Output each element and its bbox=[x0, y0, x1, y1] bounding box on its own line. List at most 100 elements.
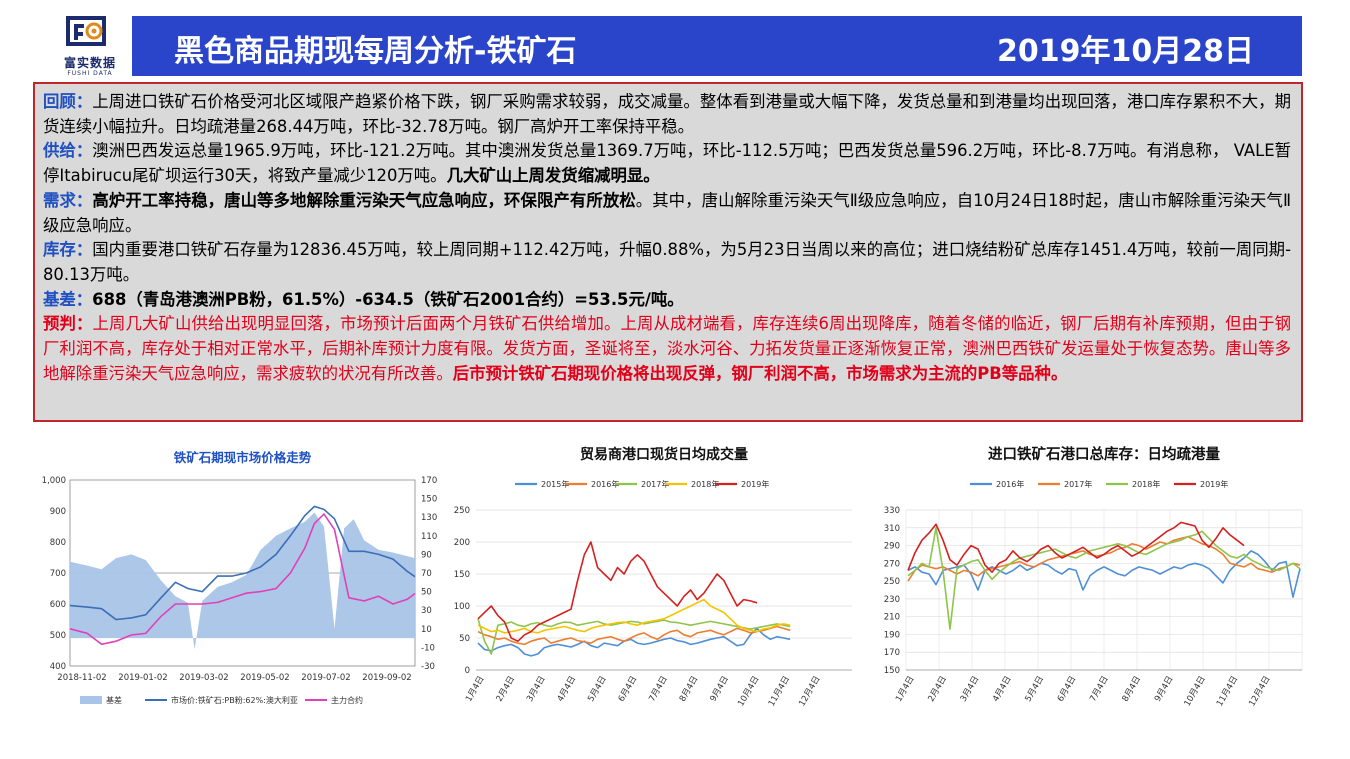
x-axis-tick-label: 8月4日 bbox=[1121, 675, 1144, 704]
y-axis-tick-label: 150 bbox=[884, 666, 900, 676]
supply-highlight: 几大矿山上周发货缩减明显。 bbox=[446, 166, 660, 186]
forecast-label: 预判： bbox=[43, 314, 93, 334]
fushi-logo: 富实数据 FUSHI DATA bbox=[50, 10, 130, 77]
series-line-0 bbox=[477, 627, 791, 657]
chart-title: 贸易商港口现货日均成交量 bbox=[580, 446, 748, 463]
logo-name: 富实数据 bbox=[63, 56, 116, 70]
stock-paragraph: 库存：国内重要港口铁矿石存量为12836.45万吨，较上周同期+112.42万吨… bbox=[43, 238, 1291, 287]
basis-paragraph: 基差：688（青岛港澳洲PB粉，61.5%）-634.5（铁矿石2001合约）=… bbox=[43, 288, 1291, 313]
series-line-2 bbox=[907, 527, 1301, 630]
legend-label: 2017年 bbox=[1064, 479, 1092, 489]
legend-label: 基差 bbox=[106, 695, 122, 705]
left-axis-tick-label: 400 bbox=[50, 662, 66, 672]
right-axis-tick-label: 30 bbox=[421, 606, 432, 616]
legend-label: 市场价:铁矿石:PB粉:62%:澳大利亚 bbox=[171, 695, 298, 705]
x-axis-tick-label: 2018-11-02 bbox=[57, 673, 106, 683]
series-line-0 bbox=[907, 550, 1301, 598]
series-area-basis bbox=[70, 512, 415, 650]
review-label: 回顾： bbox=[43, 92, 93, 111]
x-axis-tick-label: 3月4日 bbox=[525, 675, 548, 704]
right-axis-tick-label: -10 bbox=[421, 643, 435, 653]
demand-highlight: 高炉开工率持稳，唐山等多地解除重污染天气应急响应，环保限产有所放松 bbox=[92, 190, 636, 210]
iron-ore-price-chart: 铁矿石期现市场价格走势 1,000 900 800 700 600 500 400 170 150… bbox=[30, 434, 450, 724]
left-axis-tick-label: 800 bbox=[50, 538, 66, 548]
series-line-2 bbox=[69, 512, 416, 646]
series-line-4 bbox=[477, 541, 758, 642]
y-axis-tick-label: 290 bbox=[884, 542, 900, 552]
series-line-2 bbox=[477, 618, 791, 655]
header-bar: 黑色商品期现每周分析-铁矿石 2019年10月28日 bbox=[132, 16, 1302, 76]
iron-ore-price-chart-svg: 铁矿石期现市场价格走势 1,000 900 800 700 600 500 400 170 150… bbox=[42, 450, 438, 705]
legend-label: 2018年 bbox=[691, 479, 719, 489]
chart-title: 铁矿石期现市场价格走势 bbox=[174, 450, 312, 465]
y-axis-tick-label: 150 bbox=[454, 570, 470, 580]
y-axis-tick-label: 190 bbox=[884, 630, 900, 640]
left-axis-tick-label: 500 bbox=[50, 631, 66, 641]
y-axis-tick-label: 270 bbox=[884, 559, 900, 569]
y-axis-tick-label: 100 bbox=[454, 602, 470, 612]
left-axis-tick-label: 900 bbox=[50, 507, 66, 517]
x-axis-tick-label: 7月4日 bbox=[1088, 675, 1111, 704]
left-axis-tick-label: 600 bbox=[50, 600, 66, 610]
port-clearance-chart: 进口铁矿石港口总库存：日均疏港量 330 310 290 270 250 230 210 190… bbox=[870, 434, 1320, 724]
review-paragraph: 回顾：上周进口铁矿石价格受河北区域限产趋紧价格下跌，钢厂采购需求较弱，成交减量。… bbox=[43, 90, 1291, 139]
y-axis-tick-label: 250 bbox=[454, 506, 470, 516]
series-line-1 bbox=[477, 625, 791, 646]
forecast-text: 上周几大矿山供给出现明显回落，市场预计后面两个月铁矿石供给增加。上周从成材端看，… bbox=[43, 314, 1291, 383]
x-axis-tick-label: 7月4日 bbox=[647, 675, 670, 704]
review-text: 上周进口铁矿石价格受河北区域限产趋紧价格下跌，钢厂采购需求较弱，成交减量。整体看… bbox=[43, 92, 1291, 136]
right-axis-tick-label: 10 bbox=[421, 625, 432, 635]
y-axis-tick-label: 230 bbox=[884, 595, 900, 605]
y-axis-tick-label: 210 bbox=[884, 613, 900, 623]
x-axis-tick-label: 6月4日 bbox=[1056, 675, 1079, 704]
supply-label: 供给： bbox=[43, 141, 93, 161]
report-date: 2019年10月28日 bbox=[997, 34, 1254, 69]
x-axis-tick-label: 2019-01-02 bbox=[118, 673, 167, 683]
x-axis-tick-label: 2月4日 bbox=[926, 675, 949, 704]
stock-label: 库存： bbox=[43, 240, 93, 260]
basis-text: 688（青岛港澳洲PB粉，61.5%）-634.5（铁矿石2001合约）=53.… bbox=[92, 289, 684, 309]
series-line-3 bbox=[477, 598, 791, 634]
basis-label: 基差： bbox=[43, 289, 93, 309]
y-axis-tick-label: 310 bbox=[884, 524, 900, 534]
right-axis-tick-label: 150 bbox=[421, 495, 437, 505]
logo-subtitle: FUSHI DATA bbox=[67, 70, 113, 77]
x-axis-tick-label: 5月4日 bbox=[1023, 675, 1046, 704]
legend-label: 2019年 bbox=[1200, 479, 1228, 489]
fushi-logo-icon bbox=[66, 16, 106, 46]
left-axis-tick-label: 1,000 bbox=[42, 476, 66, 486]
x-axis-tick-label: 12月4日 bbox=[1247, 675, 1272, 709]
x-axis-tick-label: 8月4日 bbox=[678, 675, 701, 704]
page-title: 黑色商品期现每周分析-铁矿石 bbox=[174, 34, 577, 69]
demand-paragraph: 需求：高炉开工率持稳，唐山等多地解除重污染天气应急响应，环保限产有所放松。其中，… bbox=[43, 189, 1291, 238]
y-axis-tick-label: 250 bbox=[884, 577, 900, 587]
x-axis-tick-label: 9月4日 bbox=[708, 675, 731, 704]
supply-paragraph: 供给：澳洲巴西发运总量1965.9万吨，环比-121.2万吨。其中澳洲发货总量1… bbox=[43, 139, 1291, 188]
x-axis-tick-label: 11月4日 bbox=[767, 675, 792, 709]
right-axis-tick-label: 170 bbox=[421, 476, 437, 486]
x-axis-tick-label: 2019-05-02 bbox=[240, 673, 289, 683]
x-axis-tick-label: 1月4日 bbox=[894, 675, 917, 704]
left-axis-tick-label: 700 bbox=[50, 569, 66, 579]
y-axis-tick-label: 0 bbox=[465, 666, 470, 676]
legend-label: 2019年 bbox=[741, 479, 769, 489]
legend-label: 主力合约 bbox=[331, 695, 363, 705]
legend-swatch bbox=[80, 696, 102, 704]
forecast-highlight: 后市预计铁矿石期现价格将出现反弹，钢厂利润不高，市场需求为主流的PB等品种。 bbox=[452, 363, 1068, 383]
x-axis-tick-label: 2019-03-02 bbox=[179, 673, 228, 683]
legend-label: 2018年 bbox=[1132, 479, 1160, 489]
x-axis-tick-label: 4月4日 bbox=[556, 675, 579, 704]
y-axis-tick-label: 170 bbox=[884, 648, 900, 658]
x-axis-tick-label: 3月4日 bbox=[959, 675, 982, 704]
x-axis-tick-label: 2019-07-02 bbox=[301, 673, 350, 683]
x-axis-tick-label: 2019-09-02 bbox=[362, 673, 411, 683]
demand-label: 需求： bbox=[43, 190, 93, 210]
x-axis-tick-label: 6月4日 bbox=[617, 675, 640, 704]
summary-box: 回顾：上周进口铁矿石价格受河北区域限产趋紧价格下跌，钢厂采购需求较弱，成交减量。… bbox=[33, 82, 1303, 422]
right-axis-tick-label: 50 bbox=[421, 588, 432, 598]
port-clearance-chart-svg: 进口铁矿石港口总库存：日均疏港量 330 310 290 270 250 230 210 190… bbox=[884, 445, 1303, 709]
x-axis-tick-label: 10月4日 bbox=[736, 675, 761, 709]
chart-title: 进口铁矿石港口总库存：日均疏港量 bbox=[988, 445, 1220, 463]
x-axis-tick-label: 5月4日 bbox=[586, 675, 609, 704]
